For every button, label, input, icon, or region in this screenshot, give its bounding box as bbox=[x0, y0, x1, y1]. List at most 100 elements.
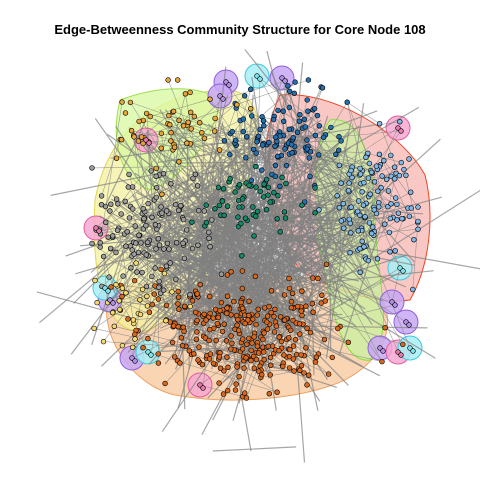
node-orange bbox=[210, 360, 217, 367]
node-orange bbox=[224, 354, 230, 360]
node-pink bbox=[96, 228, 102, 234]
node-orange bbox=[254, 343, 261, 349]
node-light-blue bbox=[385, 188, 392, 194]
node-blue bbox=[301, 116, 307, 123]
node-blue bbox=[261, 122, 267, 129]
node-orange bbox=[289, 290, 296, 296]
node-light-blue bbox=[357, 171, 364, 177]
node-blue bbox=[306, 155, 312, 161]
node-gold bbox=[188, 109, 194, 116]
node-orange bbox=[272, 306, 278, 312]
node-gray bbox=[130, 206, 136, 212]
edge bbox=[367, 153, 402, 163]
node-gray bbox=[159, 210, 165, 216]
node-teal bbox=[279, 174, 285, 181]
node-cyan bbox=[257, 76, 263, 82]
node-light-blue bbox=[392, 248, 398, 254]
node-gold bbox=[182, 91, 189, 97]
node-gold bbox=[188, 126, 194, 132]
edge bbox=[115, 233, 125, 253]
node-blue bbox=[229, 128, 236, 135]
node-gray bbox=[166, 246, 172, 252]
node-gray bbox=[158, 204, 164, 210]
node-orange bbox=[281, 292, 288, 298]
edge bbox=[403, 169, 419, 230]
node-gray bbox=[122, 198, 128, 205]
edge bbox=[122, 319, 167, 346]
node-yellow bbox=[119, 285, 126, 291]
node-orange bbox=[216, 354, 223, 360]
node-orange bbox=[234, 364, 240, 370]
node-light-blue bbox=[368, 169, 375, 176]
node-teal bbox=[216, 202, 223, 209]
edge bbox=[306, 245, 326, 306]
node-orange bbox=[217, 365, 224, 371]
node-light-blue bbox=[391, 164, 398, 170]
node-orange bbox=[231, 298, 237, 305]
node-blue bbox=[328, 124, 334, 131]
node-light-blue bbox=[386, 229, 393, 236]
node-orange bbox=[286, 365, 293, 371]
node-light-blue bbox=[348, 204, 354, 210]
node-orange bbox=[298, 352, 304, 358]
node-light-blue bbox=[387, 249, 393, 255]
edge bbox=[230, 324, 428, 329]
node-orange bbox=[193, 336, 200, 342]
node-gold bbox=[199, 130, 205, 136]
node-light-blue bbox=[415, 218, 421, 225]
node-gold bbox=[168, 138, 174, 144]
node-gray bbox=[161, 287, 167, 293]
node-light-blue bbox=[347, 250, 353, 256]
node-orange bbox=[232, 387, 239, 393]
edge bbox=[233, 288, 309, 365]
edge bbox=[194, 187, 313, 268]
node-teal bbox=[261, 181, 267, 187]
node-gray bbox=[149, 273, 155, 280]
node-orange bbox=[281, 317, 288, 323]
node-gray bbox=[115, 201, 121, 207]
edge bbox=[256, 75, 342, 142]
node-orange bbox=[303, 345, 309, 351]
node-orange bbox=[271, 329, 278, 335]
edge bbox=[253, 318, 312, 371]
edge bbox=[325, 174, 380, 272]
node-orange bbox=[199, 362, 206, 368]
node-gray bbox=[132, 223, 139, 229]
edge bbox=[202, 199, 223, 275]
node-orange bbox=[256, 368, 262, 374]
node-orange bbox=[293, 351, 300, 358]
node-gray bbox=[180, 240, 186, 247]
node-gold bbox=[138, 134, 145, 140]
node-orange bbox=[177, 360, 183, 366]
edge bbox=[161, 138, 181, 241]
node-orange bbox=[207, 326, 213, 333]
node-orange bbox=[195, 357, 201, 363]
node-orange bbox=[261, 357, 267, 363]
edge bbox=[241, 211, 262, 279]
node-orange bbox=[248, 347, 254, 354]
node-orange bbox=[255, 350, 262, 356]
node-blue bbox=[266, 139, 272, 146]
edge bbox=[213, 225, 322, 346]
node-orange bbox=[379, 358, 385, 365]
node-orange bbox=[175, 301, 181, 307]
node-teal bbox=[219, 198, 226, 204]
node-teal bbox=[261, 194, 267, 200]
node-light-blue bbox=[373, 163, 380, 169]
node-gold bbox=[153, 165, 159, 172]
node-gold bbox=[207, 96, 213, 102]
node-gray bbox=[136, 232, 142, 239]
node-gray bbox=[155, 236, 162, 242]
node-orange bbox=[206, 356, 213, 362]
node-teal bbox=[312, 185, 318, 191]
node-light-blue bbox=[341, 225, 347, 231]
node-orange bbox=[175, 288, 181, 295]
node-orange bbox=[276, 334, 282, 340]
node-yellow bbox=[123, 290, 129, 296]
node-light-blue bbox=[406, 213, 413, 220]
node-yellow bbox=[144, 303, 151, 309]
node-teal bbox=[299, 202, 305, 208]
edge bbox=[118, 177, 165, 211]
node-orange bbox=[296, 321, 303, 327]
node-light-blue bbox=[334, 193, 340, 199]
